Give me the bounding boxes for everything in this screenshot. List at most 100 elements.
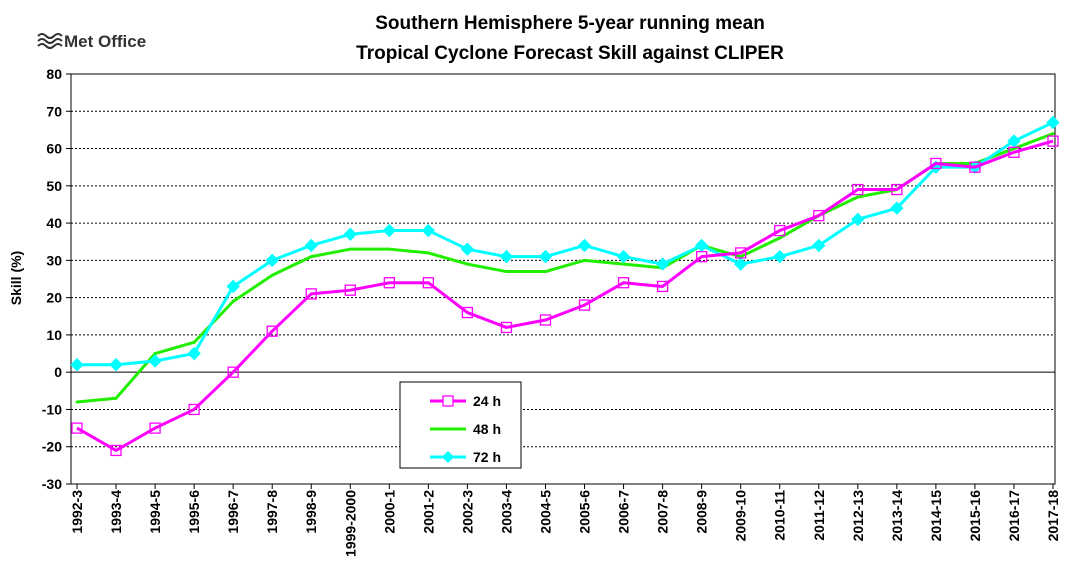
x-tick-label: 2002-3 (459, 490, 475, 534)
x-tick-label: 2011-12 (811, 490, 827, 541)
x-tick-label: 2016-17 (1006, 490, 1022, 542)
data-point (114, 396, 118, 400)
series-line-48h (76, 132, 1054, 404)
data-point (774, 224, 786, 237)
y-tick-label: 10 (46, 327, 62, 343)
x-tick-label: 2017-18 (1045, 490, 1061, 542)
series (70, 115, 1060, 457)
y-axis-label: Skill (%) (8, 251, 24, 305)
data-point (930, 157, 942, 170)
x-tick-label: 2013-14 (889, 490, 905, 542)
data-point (891, 183, 903, 196)
data-point (387, 247, 391, 251)
data-point (149, 422, 161, 434)
x-tick-label: 1997-8 (264, 490, 280, 534)
data-point (70, 358, 84, 372)
data-point (71, 422, 83, 434)
data-point (695, 250, 708, 263)
data-point (343, 227, 357, 241)
x-tick-label: 1995-6 (186, 490, 202, 534)
axes (66, 73, 1056, 489)
y-tick-label: 50 (46, 178, 62, 194)
y-tick-label: -20 (42, 439, 62, 455)
data-point (539, 314, 552, 326)
data-point (187, 346, 201, 361)
x-tick-label: 2007-8 (655, 490, 671, 534)
y-tick-label: 30 (46, 252, 62, 268)
legend: 24 h 48 h 72 h (399, 381, 522, 469)
data-point (851, 212, 865, 227)
data-point (110, 444, 122, 457)
data-point (969, 161, 981, 173)
x-tick-label: 1993-4 (108, 490, 124, 534)
series-line-72h (77, 121, 1054, 367)
data-point (543, 270, 547, 274)
x-tick-label: 1996-7 (225, 490, 241, 534)
data-point (778, 236, 782, 240)
data-point (578, 299, 591, 311)
data-point (622, 262, 626, 266)
x-tick-label: 1999-2000 (342, 490, 358, 557)
y-tick-label: 80 (46, 66, 62, 82)
x-tick-label: 1998-9 (303, 490, 319, 534)
data-point (655, 257, 670, 271)
legend-label: 48 h (473, 421, 501, 437)
data-point (153, 352, 157, 356)
y-tick-label: 40 (46, 215, 62, 231)
data-point (231, 299, 235, 303)
data-point (538, 249, 553, 264)
data-point (305, 288, 317, 300)
data-point (465, 262, 469, 266)
chart-title-line-1: Southern Hemisphere 5-year running mean (375, 13, 765, 34)
data-point (583, 258, 587, 262)
data-point (1046, 115, 1060, 130)
data-point (499, 249, 514, 264)
y-tick-label: 20 (46, 290, 62, 306)
x-tick-labels: 1992-3 1993-4 1994-5 1995-6 1996-7 1997-8 1998… (69, 490, 1061, 557)
data-point (348, 247, 352, 251)
data-point (504, 270, 508, 274)
y-tick-label: 70 (46, 103, 62, 119)
data-point (773, 249, 787, 264)
x-tick-label: 2001-2 (420, 490, 436, 534)
data-point (148, 354, 162, 368)
data-point (304, 238, 318, 253)
data-point (577, 238, 592, 253)
x-tick-label: 2009-10 (733, 490, 749, 542)
data-point (426, 251, 430, 255)
x-tick-label: 1994-5 (147, 490, 163, 534)
data-point (227, 366, 239, 378)
x-tick-label: 2000-1 (381, 490, 397, 534)
legend-marker (442, 451, 454, 463)
data-point (460, 242, 475, 256)
legend-marker (442, 395, 454, 407)
data-point (735, 247, 747, 259)
data-point (812, 238, 826, 253)
logo-text: Met Office (64, 32, 146, 51)
data-point (1047, 135, 1059, 147)
data-point (192, 340, 196, 344)
y-tick-label: 60 (46, 141, 62, 157)
data-point (382, 223, 397, 238)
data-point (1008, 146, 1020, 158)
series-line-24h (76, 139, 1054, 452)
data-point (856, 195, 860, 199)
x-tick-label: 2003-4 (498, 490, 514, 534)
y-tick-labels: -30 -20 -10 0 10 20 30 40 50 60 70 80 (42, 66, 62, 492)
legend-label: 72 h (473, 449, 501, 465)
data-point (656, 280, 669, 293)
data-point (188, 403, 200, 416)
data-point (226, 279, 240, 294)
legend-box (399, 381, 522, 469)
x-tick-label: 2006-7 (616, 490, 632, 534)
data-point (344, 284, 356, 296)
data-point (109, 358, 123, 372)
data-point (383, 277, 395, 289)
y-tick-label: -10 (42, 401, 62, 417)
data-point (75, 400, 79, 404)
x-tick-label: 2014-15 (928, 490, 944, 542)
chart-title-line-2: Tropical Cyclone Forecast Skill against … (356, 43, 784, 64)
x-tick-label: 1992-3 (69, 490, 85, 534)
plot-area-border (70, 73, 1056, 485)
